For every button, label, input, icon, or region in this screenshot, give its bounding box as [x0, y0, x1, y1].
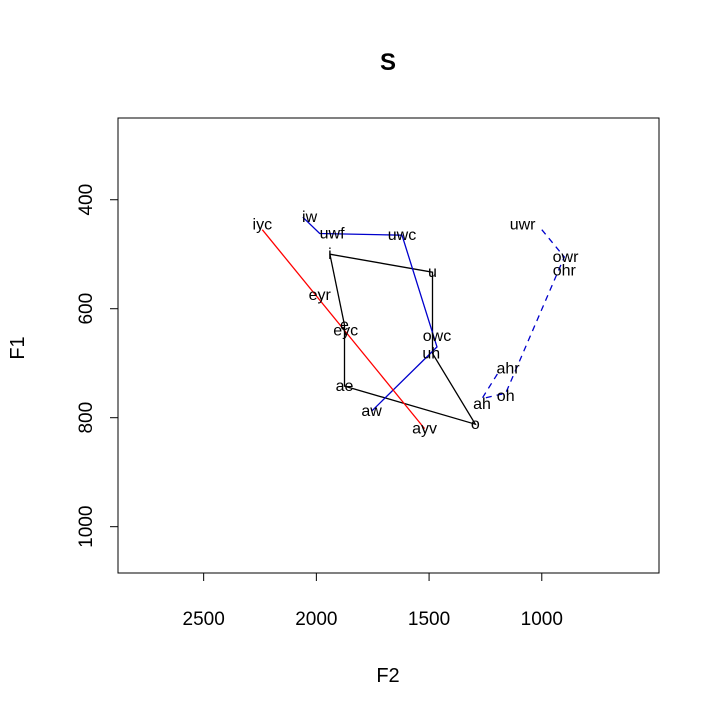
point-label-owc: owc	[423, 328, 451, 345]
series-line-1	[329, 253, 477, 426]
y-tick-label-400: 400	[76, 184, 97, 216]
series-line-3	[261, 229, 426, 430]
point-label-uh: uh	[422, 345, 440, 362]
series-line-2	[302, 216, 438, 412]
point-label-o: o	[471, 416, 480, 433]
y-tick-label-1000: 1000	[76, 506, 97, 548]
point-label-oh: oh	[497, 388, 515, 405]
x-tick-label-2000: 2000	[295, 609, 337, 630]
point-label-ohr: ohr	[553, 263, 577, 280]
y-axis-label: F1	[7, 336, 29, 359]
point-label-e: e	[340, 317, 349, 334]
point-label-aw: aw	[361, 403, 382, 420]
point-label-iw: iw	[302, 209, 318, 226]
point-label-i: i	[328, 246, 332, 263]
y-tick-label-800: 800	[76, 402, 97, 434]
series-layer	[261, 216, 566, 430]
y-tick-label-600: 600	[76, 293, 97, 325]
point-label-ahr: ahr	[496, 361, 520, 378]
x-tick-label-1500: 1500	[408, 609, 450, 630]
y-axis: 400 600 800 1000	[76, 184, 119, 548]
point-label-ah: ah	[473, 396, 491, 413]
x-axis: 2500 2000 1500 1000	[183, 572, 563, 630]
point-label-owr: owr	[553, 249, 579, 266]
chart-title: S	[380, 49, 396, 76]
point-label-eyc: eyc	[333, 323, 358, 340]
point-label-u: u	[428, 264, 437, 281]
point-label-iyc: iyc	[253, 216, 273, 233]
x-tick-label-1000: 1000	[521, 609, 563, 630]
series-line-4	[480, 229, 566, 400]
point-label-ayv: ayv	[412, 421, 437, 438]
plot-frame	[117, 117, 660, 574]
point-label-uwf: uwf	[320, 226, 345, 243]
point-label-ae: ae	[336, 378, 354, 395]
point-label-eyr: eyr	[309, 287, 332, 304]
point-label-uwr: uwr	[510, 216, 536, 233]
x-tick-label-2500: 2500	[183, 609, 225, 630]
x-axis-label: F2	[376, 665, 399, 687]
point-label-uwc: uwc	[388, 227, 416, 244]
